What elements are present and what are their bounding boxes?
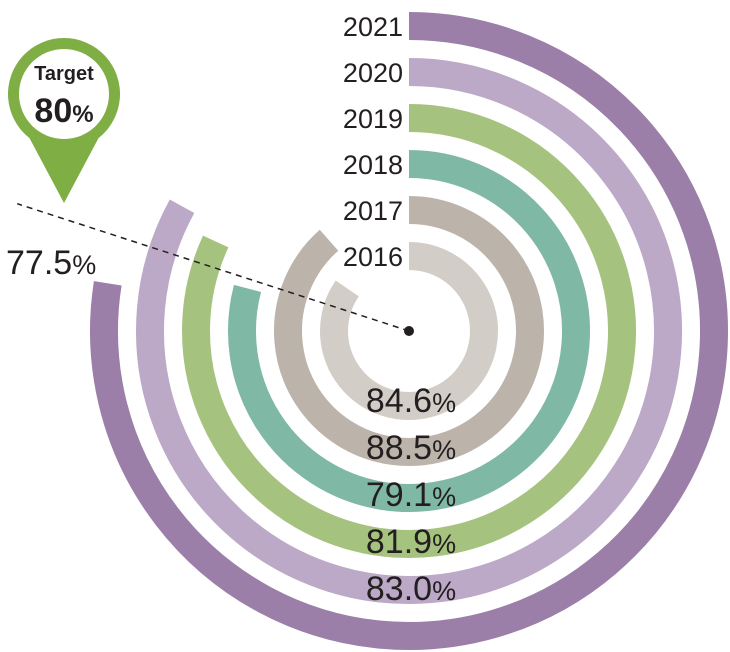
ring-2018 [228, 150, 590, 512]
target-value-number: 80 [34, 92, 72, 130]
ring-2020 [136, 58, 682, 604]
ring-2017 [274, 196, 544, 466]
year-label-2021: 2021 [343, 12, 403, 42]
value-label-2016: 84.6% [366, 382, 456, 420]
target-value: 80% [34, 92, 93, 130]
year-label-2017: 2017 [343, 196, 403, 226]
ring-2021 [90, 12, 728, 650]
value-labels-group: 84.6% 88.5% 79.1% 81.9% 83.0% 77.5% [6, 244, 456, 608]
target-value-unit: % [72, 101, 93, 128]
rings-group [90, 12, 728, 650]
value-label-2021: 77.5% [6, 244, 96, 282]
value-label-2018: 79.1% [366, 476, 456, 514]
ring-2016 [320, 242, 498, 420]
center-dot [404, 326, 414, 336]
value-label-2017: 88.5% [366, 429, 456, 467]
year-label-2018: 2018 [343, 150, 403, 180]
value-label-2020: 83.0% [366, 570, 456, 608]
target-title: Target [34, 63, 94, 85]
target-dashed-line [16, 202, 410, 332]
year-label-2019: 2019 [343, 104, 403, 134]
target-pin-inner [19, 49, 109, 139]
target-marker: Target 80% [8, 37, 120, 203]
year-label-2016: 2016 [343, 242, 403, 272]
year-label-2020: 2020 [343, 58, 403, 88]
year-labels-group: 2016 2017 2018 2019 2020 2021 [343, 12, 403, 272]
ring-2019 [182, 104, 636, 558]
value-label-2019: 81.9% [366, 523, 456, 561]
